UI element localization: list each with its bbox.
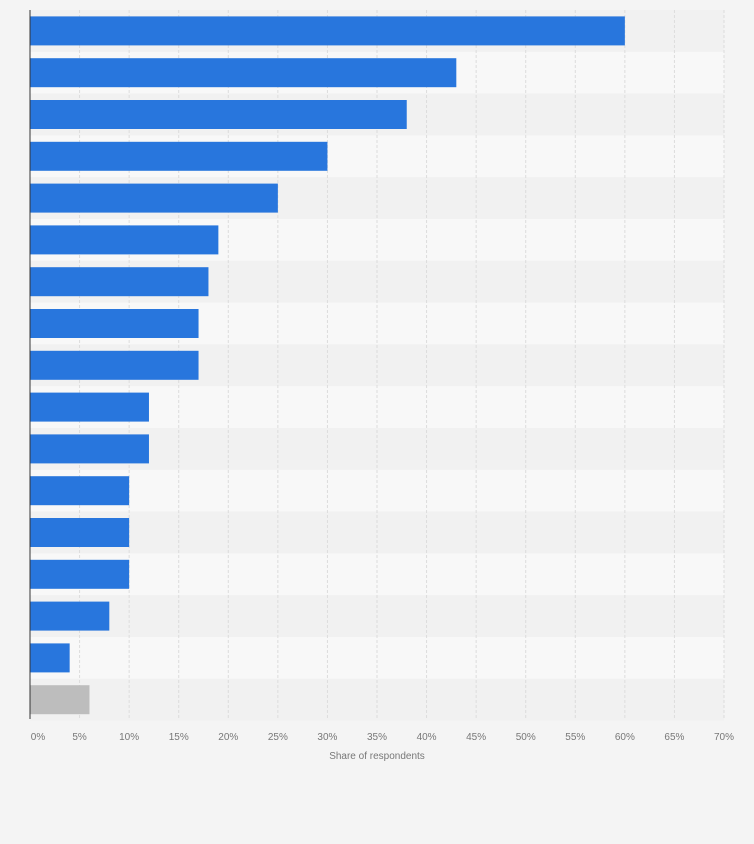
- bar: [30, 141, 328, 171]
- x-tick-label: 35%: [367, 732, 387, 743]
- x-axis-label: Share of respondents: [329, 751, 425, 762]
- x-tick-label: 40%: [417, 732, 437, 743]
- x-tick-label: 5%: [72, 732, 87, 743]
- x-tick-label: 20%: [218, 732, 238, 743]
- x-tick-label: 10%: [119, 732, 139, 743]
- bar: [30, 100, 407, 129]
- bar: [30, 16, 625, 46]
- x-tick-label: 0%: [31, 732, 46, 743]
- x-tick-label: 60%: [615, 732, 635, 743]
- bar: [30, 601, 110, 631]
- x-tick-label: 55%: [565, 732, 585, 743]
- x-tick-label: 30%: [317, 732, 337, 743]
- x-tick-label: 65%: [664, 732, 684, 743]
- bar: [30, 392, 149, 422]
- x-tick-label: 70%: [714, 732, 734, 743]
- bar: [30, 643, 70, 673]
- bar: [30, 267, 209, 297]
- x-tick-label: 45%: [466, 732, 486, 743]
- bar: [30, 225, 219, 255]
- bar: [30, 518, 130, 547]
- bar: [30, 350, 199, 380]
- bar: [30, 559, 130, 589]
- x-tick-labels: 0% 5% 10% 15% 20% 25% 30% 35% 40% 45% 50% 55% 60% 65%…: [31, 732, 734, 743]
- gridlines: [79, 10, 725, 719]
- x-tick-label: 50%: [516, 732, 536, 743]
- row-band: [30, 553, 724, 596]
- bar: [30, 434, 149, 464]
- bar: [30, 183, 278, 213]
- bar: [30, 58, 457, 88]
- bar: [30, 685, 90, 715]
- bar: [30, 476, 130, 506]
- x-tick-label: 25%: [268, 732, 288, 743]
- bar: [30, 309, 199, 338]
- bars: [30, 16, 625, 715]
- x-tick-label: 15%: [169, 732, 189, 743]
